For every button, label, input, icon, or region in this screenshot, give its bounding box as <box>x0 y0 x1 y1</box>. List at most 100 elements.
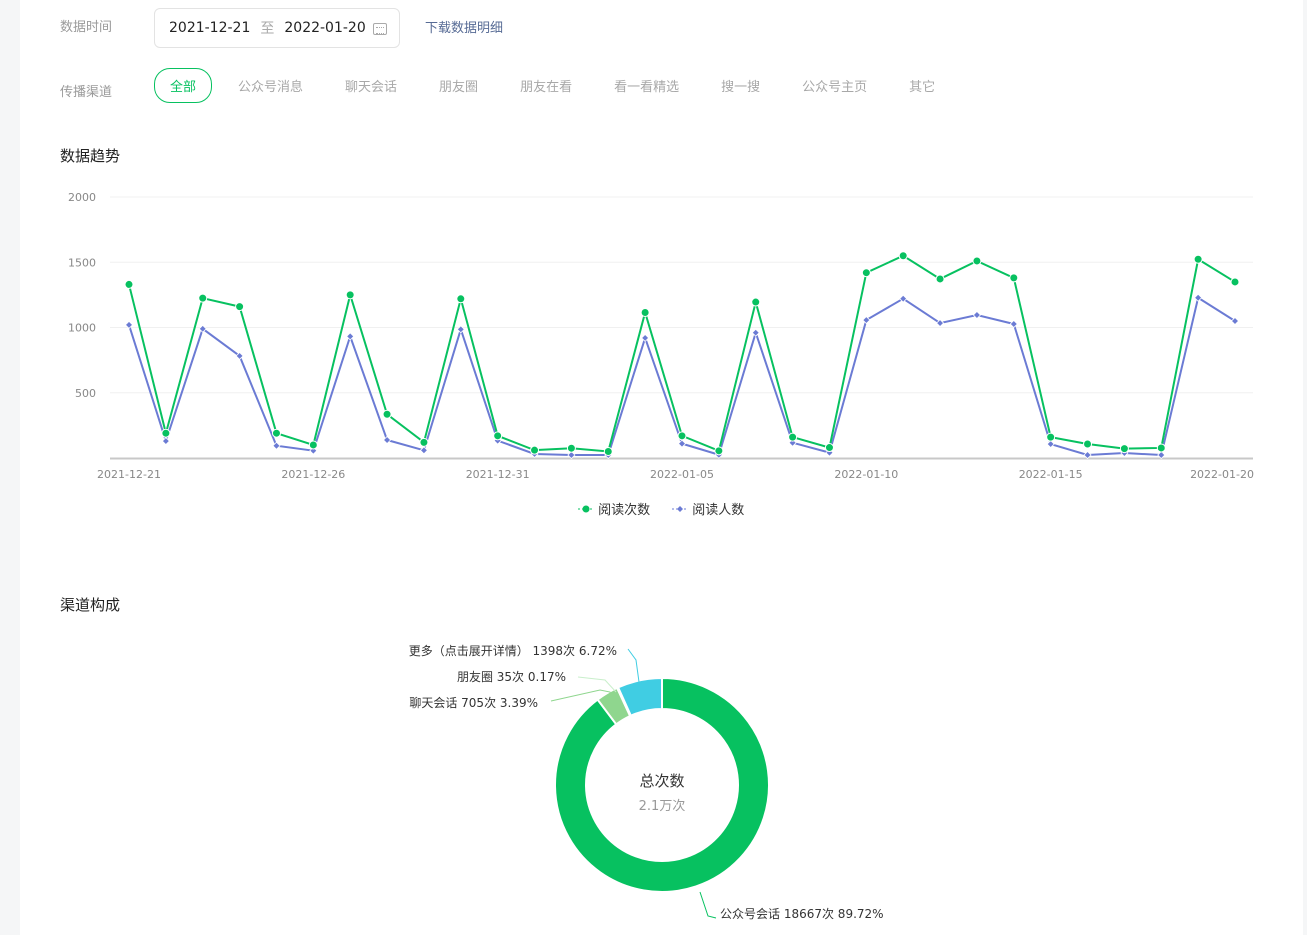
date-label: 数据时间 <box>60 20 113 35</box>
data-point <box>1193 254 1203 264</box>
legend-label: 阅读人数 <box>692 503 745 518</box>
data-point <box>862 315 871 325</box>
data-point <box>308 440 318 450</box>
data-point <box>456 294 466 304</box>
channel-label: 传播渠道 <box>60 85 113 100</box>
data-point <box>640 307 650 317</box>
data-point <box>1046 432 1056 442</box>
data-point <box>198 293 208 303</box>
data-point <box>1156 443 1166 453</box>
data-point <box>677 439 687 448</box>
channel-tab[interactable]: 聊天会话 <box>345 80 398 95</box>
trend-title: 数据趋势 <box>60 147 121 165</box>
channel-tab[interactable]: 搜一搜 <box>721 80 761 95</box>
label-leader-line <box>577 676 617 693</box>
data-point <box>346 332 355 341</box>
legend-item-readers[interactable]: 阅读人数 <box>672 499 744 518</box>
channel-tab[interactable]: 公众号消息 <box>238 80 304 95</box>
legend-label: 阅读次数 <box>598 503 651 518</box>
data-point <box>714 446 724 456</box>
data-point <box>788 432 798 442</box>
data-point <box>161 428 171 438</box>
channel-tab[interactable]: 其它 <box>909 80 936 95</box>
slice-label: 朋友圈 35次 0.17% <box>457 670 566 684</box>
donut-center-title: 总次数 <box>639 772 685 790</box>
page <box>20 0 1303 935</box>
y-tick-label: 2000 <box>68 191 96 204</box>
data-point <box>272 441 281 450</box>
data-point <box>861 268 871 278</box>
data-point <box>1083 450 1092 460</box>
data-point <box>1157 450 1166 460</box>
x-tick-label: 2021-12-26 <box>281 468 345 481</box>
slice-label: 更多（点击展开详情） 1398次 6.72% <box>409 643 617 658</box>
data-point <box>935 274 945 284</box>
channel-donut-chart: 公众号会话 18667次 89.72% 聊天会话 705次 3.39% 朋友圈 35… <box>409 643 884 921</box>
date-start[interactable]: 2021-12-21 <box>169 20 251 36</box>
date-separator: 至 <box>260 21 275 37</box>
chart-legend: 阅读次数 阅读人数 <box>578 499 766 518</box>
donut-slice[interactable] <box>554 676 770 893</box>
data-point <box>1083 439 1093 449</box>
channel-tab[interactable]: 朋友在看 <box>520 80 573 95</box>
channel-composition-title: 渠道构成 <box>60 596 121 614</box>
slice-label: 聊天会话 705次 3.39% <box>409 696 538 710</box>
channel-tab[interactable]: 看一看精选 <box>614 80 680 95</box>
legend-item-reads[interactable]: 阅读次数 <box>578 499 650 518</box>
date-end[interactable]: 2022-01-20 <box>284 20 366 36</box>
download-details-link[interactable]: 下载数据明细 <box>425 21 504 36</box>
channel-tab-all[interactable]: 全部 <box>154 68 213 103</box>
donut-center-value: 2.1万次 <box>638 799 686 814</box>
x-tick-label: 2022-01-05 <box>650 468 714 481</box>
calendar-icon[interactable] <box>373 23 387 35</box>
data-point <box>419 446 428 455</box>
data-point <box>677 431 687 441</box>
data-point <box>1119 444 1129 454</box>
data-point <box>567 450 576 460</box>
x-tick-label: 2022-01-15 <box>1019 468 1083 481</box>
slice-label: 公众号会话 18667次 89.72% <box>720 907 884 921</box>
channel-tab[interactable]: 公众号主页 <box>802 80 868 95</box>
data-point <box>235 302 245 312</box>
data-point <box>1230 316 1240 326</box>
y-tick-label: 1000 <box>68 322 96 335</box>
data-point <box>936 318 945 328</box>
data-point <box>1194 293 1203 302</box>
data-point <box>382 409 392 419</box>
data-point <box>751 328 760 337</box>
y-tick-label: 500 <box>75 387 96 400</box>
data-point <box>419 437 429 447</box>
data-point <box>124 279 134 289</box>
donut-center: 总次数 2.1万次 <box>602 770 722 814</box>
data-point <box>751 297 761 307</box>
data-point <box>566 443 576 453</box>
data-point <box>1009 273 1019 283</box>
data-point <box>161 436 170 446</box>
data-point <box>972 310 981 320</box>
label-leader-line <box>699 891 717 919</box>
data-point <box>972 256 982 266</box>
channel-tab[interactable]: 朋友圈 <box>439 80 479 95</box>
x-tick-label: 2021-12-21 <box>97 468 161 481</box>
data-point <box>124 320 134 329</box>
data-point <box>824 443 834 453</box>
date-range-picker[interactable]: 2021-12-21 至 2022-01-20 <box>154 8 400 48</box>
data-point <box>898 251 908 261</box>
channel-tabs: 全部 公众号消息 聊天会话 朋友圈 朋友在看 看一看精选 搜一搜 公众号主页 其… <box>154 68 977 103</box>
data-point <box>603 446 613 456</box>
data-point <box>235 351 244 361</box>
data-point <box>641 333 650 343</box>
y-tick-label: 1500 <box>68 256 96 269</box>
data-point <box>271 428 281 438</box>
data-point <box>899 294 908 303</box>
donut-slice[interactable] <box>616 676 663 717</box>
data-point <box>198 324 207 333</box>
label-leader-line <box>627 648 640 683</box>
x-tick-label: 2021-12-31 <box>466 468 530 481</box>
trend-line-chart: 500 1000 1500 2000 2021-12-21 2021-12-26 2021-… <box>68 191 1254 481</box>
data-point <box>345 290 355 300</box>
data-point <box>493 431 503 441</box>
x-tick-label: 2022-01-20 <box>1190 468 1254 481</box>
data-point <box>1230 277 1240 287</box>
data-point <box>383 435 392 445</box>
